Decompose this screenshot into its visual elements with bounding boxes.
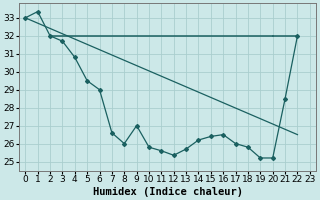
X-axis label: Humidex (Indice chaleur): Humidex (Indice chaleur): [92, 186, 243, 197]
